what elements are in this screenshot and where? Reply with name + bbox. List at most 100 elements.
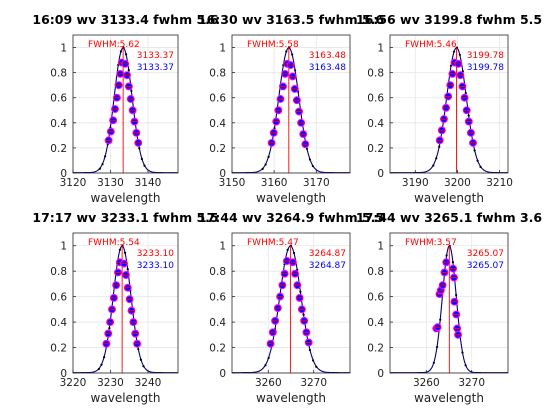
y-tick-label-1: 0.2 (209, 143, 226, 155)
axes-box (72, 34, 179, 174)
curve-dot (308, 158, 311, 161)
y-tick-label-4: 0.8 (367, 266, 384, 278)
fwhm-label: FWHM:5.47 (247, 238, 299, 248)
x-tick-label-1: 3130 (97, 177, 124, 189)
curve-dot (473, 149, 476, 152)
y-tick-label-5: 1 (377, 241, 384, 253)
y-tick-label-2: 0.4 (209, 118, 226, 130)
curve-dot (432, 164, 435, 167)
curve-dot (311, 164, 314, 168)
curve-dot (119, 50, 122, 53)
y-tick-label-3: 0.6 (209, 292, 226, 304)
fwhm-label: FWHM:5.62 (88, 40, 140, 50)
panel-title-6: 17:44 wv 3265.1 fwhm 3.6 (356, 210, 542, 225)
panel-2: 3150 3160 3170 0 0.2 0.4 0.6 0.8 1 FWHM:5.58 3163.… (209, 34, 351, 205)
x-axis-label: wavelength (414, 191, 484, 205)
curve-dot (479, 165, 482, 168)
panel-5: 3260 3270 0 0.2 0.4 0.6 0.8 1 FWHM:5.47 3264.87 32… (209, 232, 351, 405)
x-tick-label-2: 3140 (135, 177, 162, 189)
x-tick-label-1: 3270 (458, 377, 485, 389)
curve-dot (432, 361, 435, 364)
blue-wavelength-label: 3233.10 (137, 261, 174, 271)
x-tick-label-0: 3220 (60, 377, 87, 389)
fwhm-label: FWHM:3.57 (405, 238, 457, 248)
fwhm-label: FWHM:5.58 (247, 40, 299, 50)
curve-dot (294, 69, 297, 72)
curve-dot (308, 348, 312, 352)
panel-title-1: 16:09 wv 3133.4 fwhm 5.6 (32, 12, 218, 27)
y-tick-label-1: 0.2 (367, 143, 384, 155)
curve-dot (264, 163, 267, 166)
curve-group (73, 244, 178, 373)
y-tick-label-4: 0.8 (367, 68, 384, 80)
y-tick-label-5: 1 (377, 43, 384, 55)
y-tick-label-1: 0.2 (50, 143, 67, 155)
plot-area (390, 35, 508, 173)
curve-dot (285, 50, 288, 53)
x-tick-label-0: 3260 (255, 377, 282, 389)
panel-title-2: 16:30 wv 3163.5 fwhm 5.6 (198, 12, 384, 27)
y-tick-label-4: 0.8 (209, 266, 226, 278)
curve-dot (464, 91, 467, 95)
curve-dot (97, 367, 100, 371)
x-axis-label: wavelength (256, 391, 326, 405)
curve-dot (467, 114, 470, 117)
curve-dot (476, 159, 479, 162)
y-tick-label-0: 0 (60, 168, 67, 180)
x-axis-label: wavelength (256, 191, 326, 205)
y-tick-label-1: 0.2 (209, 343, 226, 355)
curve-dot (108, 327, 111, 330)
x-tick-label-2: 3240 (135, 377, 162, 389)
axes-box (231, 34, 351, 174)
blue-wavelength-label: 3133.37 (137, 63, 174, 73)
curve-dot (302, 313, 305, 316)
x-tick-label-1: 3160 (261, 177, 288, 189)
y-tick-label-5: 1 (219, 43, 226, 55)
blue-wavelength-label: 3264.87 (309, 261, 346, 271)
y-tick-label-2: 0.4 (50, 317, 67, 329)
curve-dot (461, 351, 464, 354)
curve-dot (138, 147, 141, 150)
curve-dot (143, 164, 146, 167)
y-tick-label-1: 0.2 (367, 343, 384, 355)
panel-title-4: 17:17 wv 3233.1 fwhm 5.5 (32, 210, 218, 225)
y-tick-label-2: 0.4 (209, 317, 226, 329)
fwhm-label: FWHM:5.46 (405, 40, 457, 50)
curve-dot (273, 127, 276, 130)
curve-dot (100, 363, 103, 366)
y-tick-label-0: 0 (377, 168, 384, 180)
x-tick-label-0: 3190 (402, 177, 429, 189)
curve-group (390, 46, 508, 173)
y-tick-label-4: 0.8 (50, 68, 67, 80)
panel-title-3: 16:56 wv 3199.8 fwhm 5.5 (356, 12, 542, 27)
red-wavelength-label: 3264.87 (309, 249, 346, 259)
y-tick-label-5: 1 (219, 241, 226, 253)
x-tick-label-0: 3150 (219, 177, 246, 189)
x-tick-label-0: 3260 (413, 377, 440, 389)
y-tick-label-0: 0 (219, 368, 226, 380)
panel-6: 3260 3270 0 0.2 0.4 0.6 0.8 1 FWHM:3.57 3265.07 32… (367, 232, 509, 405)
red-wavelength-label: 3265.07 (467, 249, 504, 259)
panel-title-5: 17:44 wv 3264.9 fwhm 5.5 (198, 210, 384, 225)
curve-dot (435, 157, 438, 160)
panel-3: 3190 3200 3210 0 0.2 0.4 0.6 0.8 1 FWHM:5.46 3199.… (367, 34, 513, 205)
curve-dot (315, 365, 318, 368)
curve-dot (101, 163, 104, 166)
x-axis-label: wavelength (91, 391, 161, 405)
curve-dot (445, 254, 448, 257)
curve-dot (435, 345, 439, 349)
x-tick-label-2: 3210 (486, 177, 513, 189)
y-tick-label-1: 0.2 (50, 343, 67, 355)
y-tick-label-4: 0.8 (209, 68, 226, 80)
curve-group (73, 46, 178, 173)
curve-dot (312, 359, 315, 362)
x-tick-label-2: 3170 (303, 177, 330, 189)
red-wavelength-label: 3199.78 (467, 51, 504, 61)
curve-dot (126, 268, 129, 271)
curve-dot (439, 318, 442, 321)
curve-dot (292, 251, 296, 255)
curve-dot (98, 167, 101, 170)
curve-dot (104, 155, 107, 158)
curve-dot (142, 365, 145, 368)
